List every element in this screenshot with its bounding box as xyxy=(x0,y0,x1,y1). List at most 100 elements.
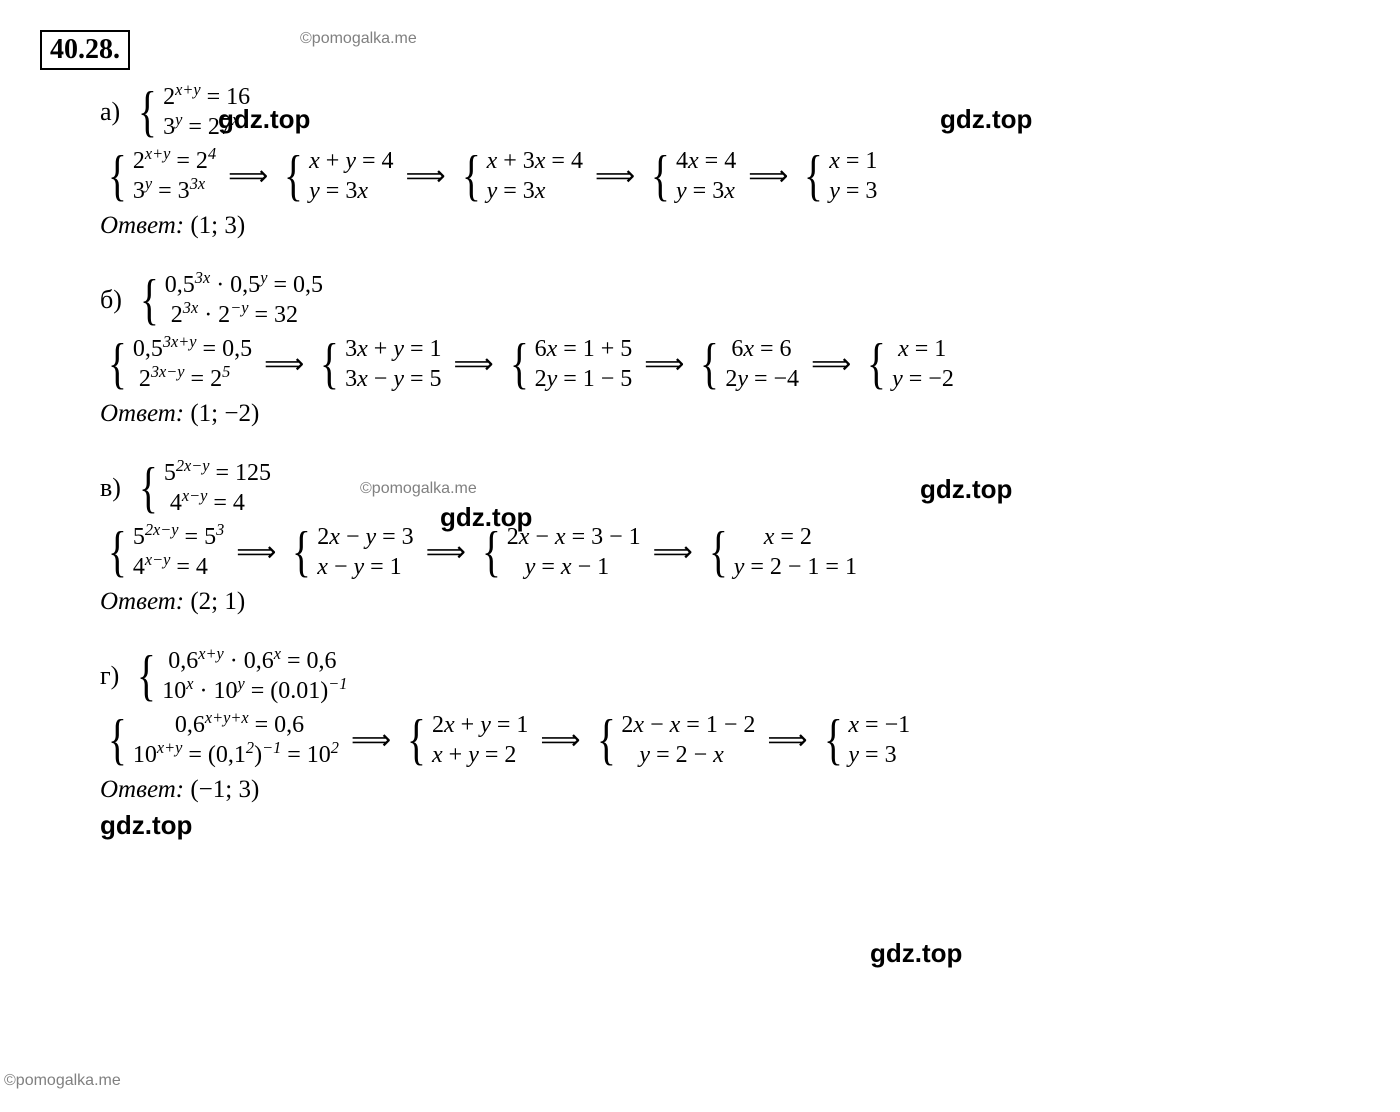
left-brace-icon: { xyxy=(108,148,127,204)
equation-row: 2y = −4 xyxy=(725,364,799,394)
left-brace-icon: { xyxy=(700,336,719,392)
system-rows: 3x + y = 13x − y = 5 xyxy=(345,334,441,394)
answer-line: Ответ: (1; −2) xyxy=(100,400,1360,428)
problem-part: а){2x+y = 163y = 27x{2x+y = 243y = 33x⟹{… xyxy=(100,82,1360,240)
system-rows: 0,6x+y · 0,6x = 0,610x · 10y = (0.01)−1 xyxy=(162,646,347,706)
equation-row: y = 3x xyxy=(309,176,393,206)
equation-system: {2x+y = 243y = 33x xyxy=(104,146,216,206)
answer-value: (−1; 3) xyxy=(190,776,259,803)
system-rows: 0,53x · 0,5y = 0,5 23x · 2−y = 32 xyxy=(165,270,323,330)
equation-row: x = 1 xyxy=(829,146,877,176)
equation-system: {0,53x+y = 0,5 23x−y = 25 xyxy=(104,334,252,394)
equation-row: 3x + y = 1 xyxy=(345,334,441,364)
equation-system: {2x+y = 163y = 27x xyxy=(134,82,250,142)
copyright-watermark: ©pomogalka.me xyxy=(4,1072,121,1090)
equation-system: { x = 1y = −2 xyxy=(863,334,954,394)
equation-system: {2x − x = 3 − 1 y = x − 1 xyxy=(478,522,641,582)
equation-row: 2x + y = 1 xyxy=(432,710,528,740)
equation-row: 3y = 33x xyxy=(133,176,216,206)
equation-row: 23x · 2−y = 32 xyxy=(165,300,323,330)
left-brace-icon: { xyxy=(709,524,728,580)
system-rows: 52x−y = 125 4x−y = 4 xyxy=(164,458,271,518)
left-brace-icon: { xyxy=(137,648,156,704)
system-rows: x + y = 4y = 3x xyxy=(309,146,393,206)
given-line: а) {2x+y = 163y = 27x xyxy=(100,82,1360,142)
left-brace-icon: { xyxy=(824,712,843,768)
equation-row: 23x−y = 25 xyxy=(133,364,252,394)
implies-arrow-icon: ⟹ xyxy=(236,535,276,569)
equation-row: 3x − y = 5 xyxy=(345,364,441,394)
left-brace-icon: { xyxy=(138,84,157,140)
left-brace-icon: { xyxy=(139,460,158,516)
equation-row: 0,6x+y · 0,6x = 0,6 xyxy=(162,646,347,676)
implies-arrow-icon: ⟹ xyxy=(748,159,788,193)
left-brace-icon: { xyxy=(108,524,127,580)
implies-arrow-icon: ⟹ xyxy=(595,159,635,193)
left-brace-icon: { xyxy=(482,524,501,580)
left-brace-icon: { xyxy=(867,336,886,392)
system-rows: x = −1y = 3 xyxy=(848,710,910,770)
equation-row: 2x+y = 16 xyxy=(163,82,250,112)
equation-row: 4x−y = 4 xyxy=(164,488,271,518)
system-rows: x = 1y = 3 xyxy=(829,146,877,206)
equation-row: 0,6x+y+x = 0,6 xyxy=(133,710,339,740)
parts-container: а){2x+y = 163y = 27x{2x+y = 243y = 33x⟹{… xyxy=(40,82,1360,804)
system-rows: 2x − x = 3 − 1 y = x − 1 xyxy=(507,522,641,582)
left-brace-icon: { xyxy=(597,712,616,768)
equation-row: x + y = 4 xyxy=(309,146,393,176)
solution-chain: { 0,6x+y+x = 0,610x+y = (0,12)−1 = 102 ⟹ {… xyxy=(100,710,1360,770)
left-brace-icon: { xyxy=(284,148,303,204)
equation-row: 2y = 1 − 5 xyxy=(535,364,633,394)
equation-row: 2x − x = 3 − 1 xyxy=(507,522,641,552)
left-brace-icon: { xyxy=(108,712,127,768)
equation-row: 6x = 1 + 5 xyxy=(535,334,633,364)
equation-system: {2x − y = 3x − y = 1 xyxy=(288,522,413,582)
equation-row: 10x+y = (0,12)−1 = 102 xyxy=(133,740,339,770)
equation-system: {4x = 4y = 3x xyxy=(647,146,736,206)
system-rows: x = 1y = −2 xyxy=(892,334,954,394)
implies-arrow-icon: ⟹ xyxy=(644,347,684,381)
problem-number: 40.28. xyxy=(40,30,130,70)
system-rows: 6x = 62y = −4 xyxy=(725,334,799,394)
equation-system: {x = −1y = 3 xyxy=(820,710,911,770)
given-line: б){0,53x · 0,5y = 0,5 23x · 2−y = 32 xyxy=(100,270,1360,330)
answer-value: (1; −2) xyxy=(190,400,259,427)
left-brace-icon: { xyxy=(804,148,823,204)
left-brace-icon: { xyxy=(108,336,127,392)
system-rows: 52x−y = 534x−y = 4 xyxy=(133,522,224,582)
equation-row: x − y = 1 xyxy=(317,552,413,582)
given-line: в){52x−y = 125 4x−y = 4 xyxy=(100,458,1360,518)
equation-system: {52x−y = 534x−y = 4 xyxy=(104,522,224,582)
problem-part: б){0,53x · 0,5y = 0,5 23x · 2−y = 32{0,5… xyxy=(100,270,1360,428)
implies-arrow-icon: ⟹ xyxy=(264,347,304,381)
equation-row: 0,53x+y = 0,5 xyxy=(133,334,252,364)
equation-system: { x = 2y = 2 − 1 = 1 xyxy=(705,522,857,582)
equation-row: 2x+y = 24 xyxy=(133,146,216,176)
left-brace-icon: { xyxy=(651,148,670,204)
equation-row: x = −1 xyxy=(848,710,910,740)
system-rows: 0,6x+y+x = 0,610x+y = (0,12)−1 = 102 xyxy=(133,710,339,770)
implies-arrow-icon: ⟹ xyxy=(767,723,807,757)
system-rows: 0,53x+y = 0,5 23x−y = 25 xyxy=(133,334,252,394)
system-rows: x + 3x = 4y = 3x xyxy=(487,146,583,206)
equation-system: { 6x = 62y = −4 xyxy=(696,334,799,394)
part-label: а) xyxy=(100,97,120,127)
equation-system: {x + y = 4y = 3x xyxy=(280,146,393,206)
equation-row: 2x − x = 1 − 2 xyxy=(621,710,755,740)
solution-chain: {52x−y = 534x−y = 4 ⟹ {2x − y = 3x − y = 1… xyxy=(100,522,1360,582)
answer-label: Ответ: xyxy=(100,776,190,803)
equation-row: y = −2 xyxy=(892,364,954,394)
implies-arrow-icon: ⟹ xyxy=(228,159,268,193)
answer-value: (1; 3) xyxy=(190,212,245,239)
equation-row: x = 1 xyxy=(892,334,954,364)
implies-arrow-icon: ⟹ xyxy=(351,723,391,757)
equation-system: {x = 1y = 3 xyxy=(800,146,877,206)
equation-row: y = 3x xyxy=(676,176,736,206)
equation-system: {x + 3x = 4y = 3x xyxy=(458,146,583,206)
problem-part: г){ 0,6x+y · 0,6x = 0,610x · 10y = (0.01… xyxy=(100,646,1360,804)
implies-arrow-icon: ⟹ xyxy=(406,159,446,193)
equation-row: 6x = 6 xyxy=(725,334,799,364)
implies-arrow-icon: ⟹ xyxy=(454,347,494,381)
equation-system: { 0,6x+y+x = 0,610x+y = (0,12)−1 = 102 xyxy=(104,710,339,770)
system-rows: 2x+y = 243y = 33x xyxy=(133,146,216,206)
